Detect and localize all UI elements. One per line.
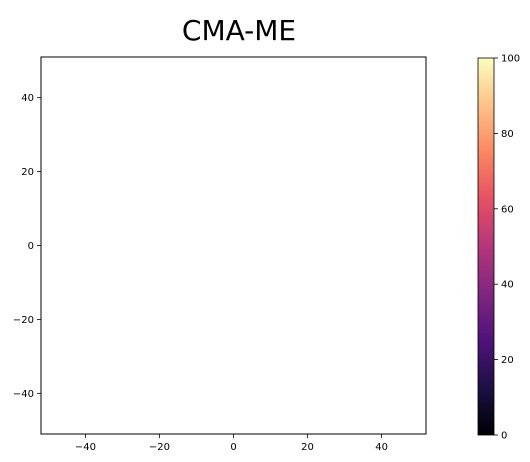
colorbar <box>478 58 494 435</box>
x-tick-label: 0 <box>230 442 236 453</box>
x-tick-label: 20 <box>301 442 314 453</box>
y-tick-label: −20 <box>13 315 34 326</box>
x-tick-label: −20 <box>149 442 170 453</box>
colorbar-tick-label: 60 <box>501 204 514 215</box>
y-tick-label: 20 <box>21 167 34 178</box>
colorbar-tick-label: 20 <box>501 355 514 366</box>
colorbar-tick-label: 100 <box>501 54 520 65</box>
y-tick-label: 0 <box>28 241 34 252</box>
x-axis: −40 −20 0 20 40 <box>75 434 388 453</box>
plot-area <box>41 57 426 434</box>
x-tick-label: 40 <box>375 442 388 453</box>
y-tick-label: 40 <box>21 93 34 104</box>
y-axis: −40 −20 0 20 40 <box>13 93 41 400</box>
y-tick-label: −40 <box>13 389 34 400</box>
colorbar-tick-label: 40 <box>501 280 514 291</box>
chart-title: CMA-ME <box>182 14 296 47</box>
colorbar-axis: 0 20 40 60 80 100 <box>494 54 520 442</box>
x-tick-label: −40 <box>75 442 96 453</box>
colorbar-tick-label: 0 <box>501 431 507 442</box>
colorbar-tick-label: 80 <box>501 129 514 140</box>
